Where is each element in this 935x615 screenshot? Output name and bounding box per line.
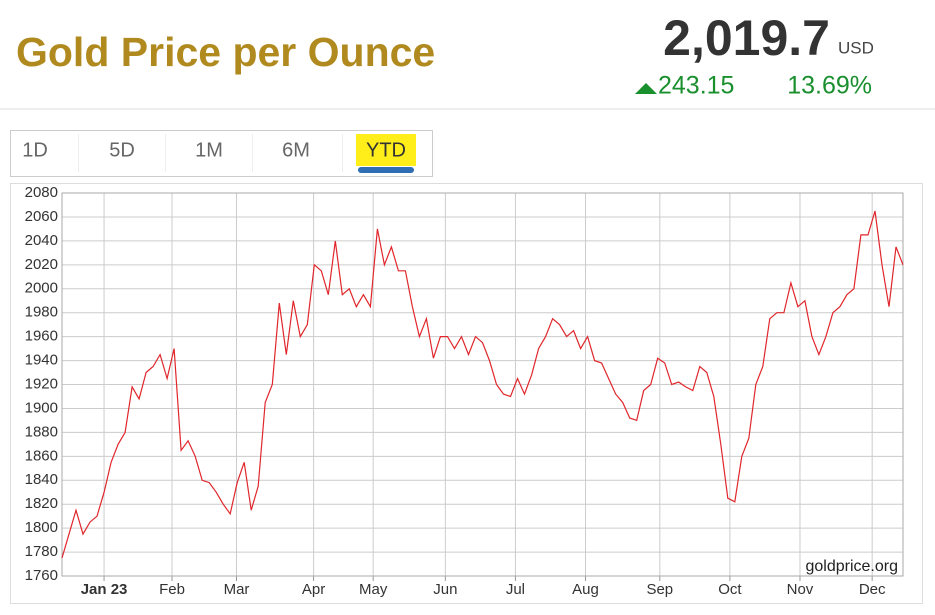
y-tick-label: 1760 (25, 567, 58, 584)
y-tick-label: 1940 (25, 352, 58, 369)
x-tick-label: Mar (224, 581, 250, 598)
y-tick-label: 2000 (25, 280, 58, 297)
x-tick-label: Oct (718, 581, 742, 598)
x-tick-label: Apr (302, 581, 325, 598)
tab[interactable]: YTD (366, 139, 406, 161)
change-pct: 13.69% (787, 72, 872, 100)
y-tick-label: 2040 (25, 232, 58, 249)
y-tick-label: 1880 (25, 423, 58, 440)
tab[interactable]: 1D (22, 139, 48, 161)
y-tick-label: 1920 (25, 375, 58, 392)
y-tick-label: 2020 (25, 256, 58, 273)
x-tick-label: Jul (506, 581, 525, 598)
x-tick-label: May (359, 581, 388, 598)
y-tick-label: 1840 (25, 471, 58, 488)
change: 243.15 (658, 72, 734, 100)
y-tick-label: 2060 (25, 208, 58, 225)
y-tick-label: 1900 (25, 399, 58, 416)
source: goldprice.org (806, 558, 899, 575)
y-tick-label: 1780 (25, 543, 58, 560)
up-arrow (635, 83, 657, 94)
y-tick-label: 1960 (25, 328, 58, 345)
plot-border (61, 192, 904, 577)
price-line (61, 210, 904, 559)
x-tick-label: Jan 23 (81, 581, 128, 598)
y-tick-label: 2080 (25, 184, 58, 201)
x-tick-label: Nov (787, 581, 814, 598)
tab[interactable]: 6M (282, 139, 310, 161)
chart-frame (10, 183, 923, 604)
y-tick-label: 1820 (25, 495, 58, 512)
x-tick-label: Feb (159, 581, 185, 598)
x-tick-label: Jun (433, 581, 457, 598)
y-tick-label: 1980 (25, 304, 58, 321)
x-tick-label: Dec (859, 581, 886, 598)
currency: USD (838, 38, 874, 57)
x-tick-label: Aug (572, 581, 599, 598)
tab-highlight (356, 134, 416, 166)
x-tick-label: Sep (646, 581, 673, 598)
tab-underline (358, 167, 414, 173)
price: 2,019.7 (663, 10, 830, 66)
tab[interactable]: 1M (195, 139, 223, 161)
title: Gold Price per Ounce (16, 29, 435, 75)
y-tick-label: 1800 (25, 519, 58, 536)
y-tick-label: 1860 (25, 447, 58, 464)
tab[interactable]: 5D (109, 139, 135, 161)
